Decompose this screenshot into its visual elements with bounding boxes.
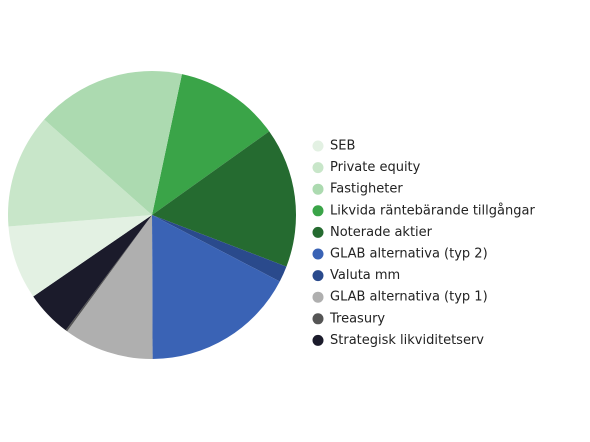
pie-slice	[152, 215, 287, 282]
legend-marker	[312, 248, 324, 260]
legend-marker	[312, 334, 324, 346]
legend-marker	[312, 162, 324, 174]
legend-label: GLAB alternativa (typ 1)	[330, 290, 488, 305]
pie-slice	[152, 215, 280, 359]
legend-label: Valuta mm	[330, 268, 400, 283]
legend-marker	[312, 270, 324, 282]
legend-label: GLAB alternativa (typ 2)	[330, 247, 488, 262]
legend-marker	[312, 291, 324, 303]
pie-slice	[8, 119, 153, 227]
pie-slice	[44, 71, 182, 215]
legend-label: Likvida räntebärande tillgångar	[330, 203, 535, 218]
pie-slice	[67, 215, 153, 360]
legend-label: SEB	[330, 139, 355, 154]
pie-slice	[152, 74, 270, 215]
legend-marker	[312, 140, 324, 152]
pie-slice	[152, 131, 296, 267]
legend-marker	[312, 205, 324, 217]
pie-slice	[8, 215, 153, 297]
legend-marker	[312, 313, 324, 325]
legend-marker	[312, 226, 324, 238]
pie-slice	[65, 215, 152, 332]
legend-label: Strategisk likviditetserv	[330, 333, 484, 348]
legend-label: Noterade aktier	[330, 225, 433, 240]
legend-marker	[312, 183, 324, 195]
legend-label: Fastigheter	[330, 182, 403, 197]
legend-label: Private equity	[330, 160, 421, 175]
legend-label: Treasury	[329, 311, 385, 326]
pie-slice	[33, 215, 153, 331]
